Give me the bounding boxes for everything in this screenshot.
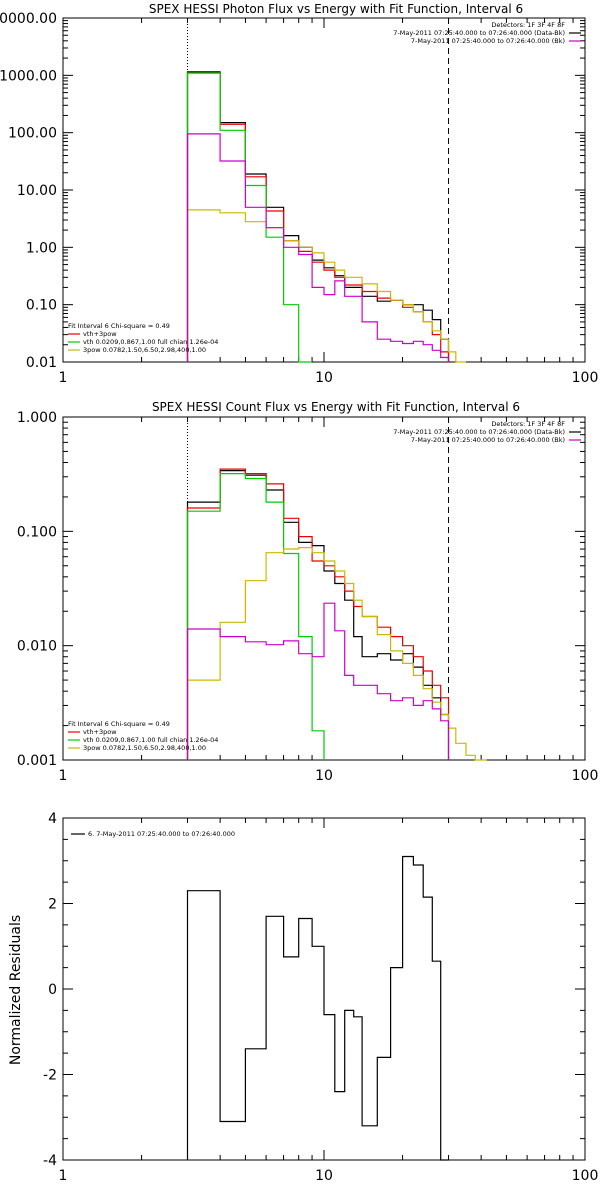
photon-y-tick-label: 0.10 bbox=[26, 298, 57, 314]
residual-x-tick-label: 1 bbox=[59, 1168, 68, 1184]
residual-y-tick-label: -2 bbox=[43, 1068, 57, 1084]
residual-plot-area: 1 10 100 -4 -2 0 2 4 6. 7-May-2011 07:25:40.000 … bbox=[43, 811, 598, 1184]
count-y-tick-label: 0.100 bbox=[17, 524, 57, 540]
photon-legend-fit-header: Fit Interval 6 Chi-square = 0.49 bbox=[68, 322, 170, 330]
photon-y-tick-label: 0000.00 bbox=[0, 11, 57, 27]
photon-x-tick-label: 10 bbox=[315, 370, 333, 386]
photon-y-tick-label: 100.00 bbox=[8, 126, 57, 142]
count-legend-top-text: 7-May-2011 07:25:40.000 to 07:26:40.000 … bbox=[393, 428, 565, 436]
photon-series-0-step-line bbox=[186, 71, 450, 362]
count-legend-fit-text: vth 0.0209,0.867,1.00 full chian 1.26e-0… bbox=[83, 736, 218, 744]
residual-series-0-step-line bbox=[186, 855, 449, 1161]
photon-series-4-step-line bbox=[186, 133, 450, 362]
photon-y-tick-label: 1.00 bbox=[26, 240, 57, 256]
count-x-tick-label: 1 bbox=[59, 768, 68, 784]
residual-y-tick-label: -4 bbox=[43, 1153, 57, 1169]
count-series-4-step-line bbox=[186, 602, 450, 760]
photon-plot-area: 1 10 100 0.01 0.10 1.00 10.00 100.00 1000.00 0000… bbox=[0, 11, 598, 386]
count-x-tick-label: 10 bbox=[315, 768, 333, 784]
photon-series-2-step-line bbox=[186, 72, 313, 363]
count-legend-fit-header: Fit Interval 6 Chi-square = 0.49 bbox=[68, 720, 170, 728]
count-series-0-step-line bbox=[186, 470, 450, 760]
residual-x-tick-label: 10 bbox=[315, 1168, 333, 1184]
count-legend-fit-text: vth+3pow bbox=[83, 728, 117, 736]
count-series-1-step-line bbox=[186, 468, 450, 760]
photon-series-1-step-line bbox=[186, 72, 450, 362]
photon-y-tick-label: 1000.00 bbox=[0, 68, 57, 84]
count-series-2-step-line bbox=[186, 473, 325, 760]
photon-legend-top-text: 7-May-2011 07:25:40.000 to 07:26:40.000 … bbox=[411, 37, 565, 45]
photon-chart-title: SPEX HESSI Photon Flux vs Energy with Fi… bbox=[149, 2, 523, 16]
photon-y-tick-label: 10.00 bbox=[17, 183, 57, 199]
count-chart-title: SPEX HESSI Count Flux vs Energy with Fit… bbox=[152, 400, 520, 414]
photon-legend-fit-text: vth+3pow bbox=[83, 330, 117, 338]
count-legend-fit-text: 3pow 0.0782,1.50,6.50,2.98,400,1.00 bbox=[83, 744, 206, 752]
count-y-tick-label: 0.001 bbox=[17, 753, 57, 769]
residual-y-tick-label: 0 bbox=[48, 982, 57, 998]
count-legend-top-text: 7-May-2011 07:25:40.000 to 07:26:40.000 … bbox=[411, 436, 565, 444]
photon-series-3-step-line bbox=[186, 209, 466, 363]
photon-y-tick-label: 0.01 bbox=[26, 355, 57, 371]
count-plot-area: 1 10 100 0.001 0.010 0.100 1.000 Detectors: 1F … bbox=[17, 410, 598, 784]
photon-legend-top-text: 7-May-2011 07:25:40.000 to 07:26:40.000 … bbox=[393, 29, 565, 37]
photon-legend-fit-text: vth 0.0209,0.867,1.00 full chian 1.26e-0… bbox=[83, 338, 218, 346]
count-x-tick-label: 100 bbox=[572, 768, 599, 784]
photon-legend-top-text: Detectors: 1F 3F 4F 8F bbox=[491, 21, 565, 29]
count-legend-top-text: Detectors: 1F 3F 4F 8F bbox=[491, 420, 565, 428]
residual-x-tick-label: 100 bbox=[572, 1168, 599, 1184]
count-y-tick-label: 0.010 bbox=[17, 639, 57, 655]
residual-legend-text: 6. 7-May-2011 07:25:40.000 to 07:26:40.0… bbox=[88, 830, 235, 838]
residuals-ylabel: Normalized Residuals bbox=[8, 915, 24, 1065]
photon-x-tick-label: 100 bbox=[572, 370, 599, 386]
count-flux-panel: SPEX HESSI Count Flux vs Energy with Fit… bbox=[152, 400, 520, 414]
photon-legend-fit-text: 3pow 0.0782,1.50,6.50,2.98,400,1.00 bbox=[83, 346, 206, 354]
residual-y-tick-label: 2 bbox=[48, 897, 57, 913]
count-series-3-step-line bbox=[186, 547, 487, 761]
residuals-panel: Normalized Residuals bbox=[8, 915, 24, 1065]
count-y-tick-label: 1.000 bbox=[17, 410, 57, 426]
photon-flux-panel: SPEX HESSI Photon Flux vs Energy with Fi… bbox=[149, 2, 523, 16]
photon-axes-frame bbox=[62, 17, 586, 363]
count-axes-frame bbox=[62, 416, 586, 761]
photon-x-tick-label: 1 bbox=[59, 370, 68, 386]
residual-y-tick-label: 4 bbox=[48, 811, 57, 827]
